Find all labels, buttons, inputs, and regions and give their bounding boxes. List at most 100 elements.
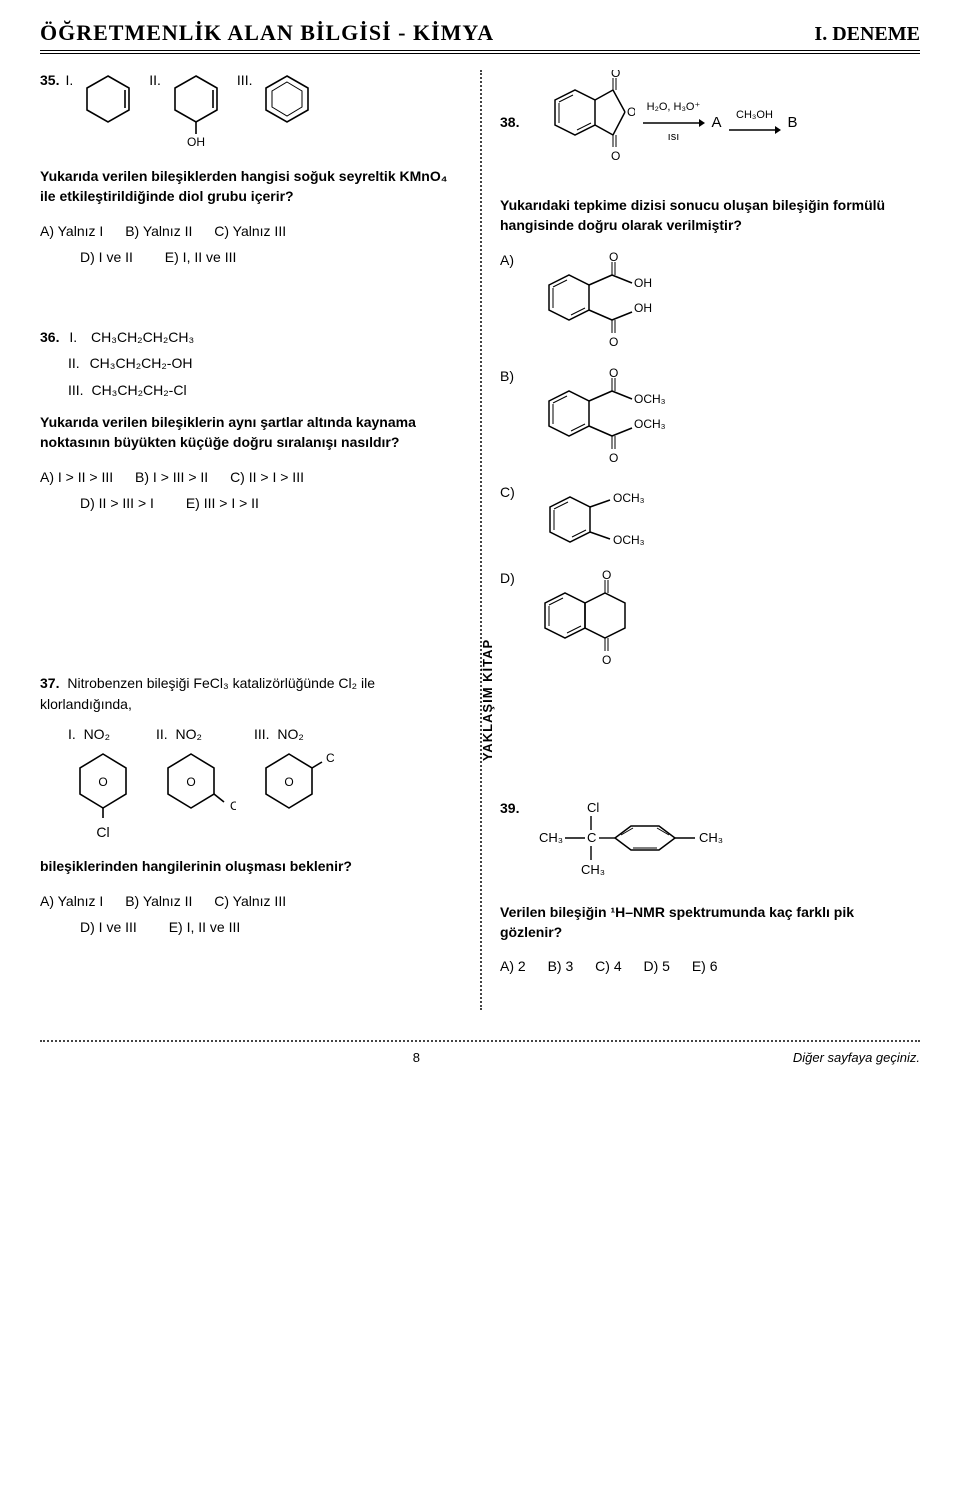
q38-labC[interactable]: C) [500,482,515,502]
next-page: Diğer sayfaya geçiniz. [793,1050,920,1065]
q36-lIII: III. [68,382,84,398]
q37-optC[interactable]: C) Yalnız III [214,891,286,911]
q38-B: B [787,112,797,134]
q38-A: A [711,112,721,134]
svg-text:O: O [611,70,620,80]
svg-text:O: O [602,653,611,667]
q39-num: 39. [500,798,519,818]
q36-f1: CH₃CH₂CH₂CH₃ [91,329,194,345]
arrow1-icon: H₂O, H₃O⁺ ısı [641,100,705,146]
svg-text:O: O [602,568,611,582]
q38-reag1b: ısı [641,130,705,146]
q35-labI: I. [65,70,73,90]
svg-text:O: O [609,335,618,349]
q37-lI: I. [68,726,76,742]
q35-optB[interactable]: B) Yalnız II [125,221,192,241]
q39-optB[interactable]: B) 3 [548,956,574,976]
svg-text:Cl: Cl [326,751,334,765]
cyclohexenol-icon: OH [167,70,225,148]
side-text: YAKLAŞIM KİTAP [480,639,495,761]
q38-labD[interactable]: D) [500,568,515,588]
svg-text:OCH₃: OCH₃ [613,491,645,505]
q36-f2: CH₃CH₂CH₂-OH [90,355,193,371]
q38-reag2: CH₃OH [727,108,781,124]
phthalic-anhydride-icon: O O O [525,70,635,175]
svg-text:O: O [611,149,620,163]
q38: 38. O O O H₂O, H₃O⁺ [500,70,920,678]
q36-optC[interactable]: C) II > I > III [230,467,304,487]
svg-text:OH: OH [187,135,205,148]
q37-ring1-icon: O [68,744,138,822]
q39-optD[interactable]: D) 5 [644,956,670,976]
q37-no2-3: NO₂ [277,726,303,742]
q38-optC-icon: OCH₃ OCH₃ [525,482,675,562]
q36-lI: I. [69,329,77,345]
page-number: 8 [413,1050,420,1065]
svg-text:O: O [627,105,635,119]
q37-optD[interactable]: D) I ve III [80,917,137,937]
q36-f3: CH₃CH₂CH₂-Cl [91,382,186,398]
cyclohexene-icon [79,70,137,128]
benzene-icon [258,70,316,128]
q38-labA[interactable]: A) [500,250,514,270]
q37-optE[interactable]: E) I, II ve III [169,917,241,937]
svg-text:O: O [609,451,618,465]
q37-lIII: III. [254,726,270,742]
q37-no2-2: NO₂ [175,726,201,742]
svg-text:CH₃: CH₃ [581,862,605,877]
q39-optA[interactable]: A) 2 [500,956,526,976]
q35-optA[interactable]: A) Yalnız I [40,221,103,241]
q39-struct-icon: Cl CH₃ C CH₃ CH₃ [529,798,749,888]
header-right: I. DENEME [814,23,920,46]
svg-text:O: O [609,250,618,264]
svg-text:CH₃: CH₃ [539,830,563,845]
svg-text:Cl: Cl [230,799,236,813]
q38-text: Yukarıdaki tepkime dizisi sonucu oluşan … [500,195,920,236]
svg-text:O: O [186,775,195,789]
svg-text:Cl: Cl [587,800,599,815]
q36-text: Yukarıda verilen bileşiklerin aynı şartl… [40,412,460,453]
q36-num: 36. [40,329,59,345]
q37-ring2-icon: O Cl [156,744,236,822]
q39: 39. Cl CH₃ C CH₃ CH₃ Verilen bileşiğin ¹… [500,798,920,977]
header-left: ÖĞRETMENLİK ALAN BİLGİSİ - KİMYA [40,20,494,46]
q37-ring3-icon: O Cl [254,744,334,822]
q37-cl1: Cl [68,822,138,842]
svg-text:O: O [609,366,618,380]
q35-labII: II. [149,70,161,90]
q37: 37. Nitrobenzen bileşiği FeCl₃ katalizör… [40,673,460,937]
q38-optD-icon: O O [525,568,655,678]
q38-labB[interactable]: B) [500,366,514,386]
q37-lII: II. [156,726,168,742]
q35-optE[interactable]: E) I, II ve III [165,247,237,267]
svg-text:C: C [587,830,596,845]
q37-optA[interactable]: A) Yalnız I [40,891,103,911]
q35-optC[interactable]: C) Yalnız III [214,221,286,241]
q37-optB[interactable]: B) Yalnız II [125,891,192,911]
q35-labIII: III. [237,70,253,90]
q35-optD[interactable]: D) I ve II [80,247,133,267]
svg-text:OH: OH [634,276,652,290]
q39-text: Verilen bileşiğin ¹H–NMR spektrumunda ka… [500,902,920,943]
q36-optD[interactable]: D) II > III > I [80,493,154,513]
svg-text:O: O [98,775,107,789]
q38-reag1: H₂O, H₃O⁺ [641,100,705,116]
q37-num: 37. [40,675,59,691]
q36: 36. I. CH₃CH₂CH₂CH₃ II. CH₃CH₂CH₂-OH III… [40,327,460,513]
svg-text:OCH₃: OCH₃ [634,392,666,406]
q35: 35. I. II. OH III. Yukarıda verilen bile… [40,70,460,267]
svg-text:OCH₃: OCH₃ [634,417,666,431]
q36-optE[interactable]: E) III > I > II [186,493,259,513]
q37-text: Nitrobenzen bileşiği FeCl₃ katalizörlüğü… [40,675,375,711]
svg-text:O: O [284,775,293,789]
q39-optC[interactable]: C) 4 [595,956,621,976]
q36-optB[interactable]: B) I > III > II [135,467,208,487]
q36-optA[interactable]: A) I > II > III [40,467,113,487]
q39-optE[interactable]: E) 6 [692,956,718,976]
q38-num: 38. [500,112,519,132]
q37-no2-1: NO₂ [84,726,110,742]
arrow2-icon: CH₃OH [727,108,781,138]
q35-num: 35. [40,70,59,90]
q37-text2: bileşiklerinden hangilerinin oluşması be… [40,856,460,876]
q38-optA-icon: O O OH OH [524,250,664,360]
